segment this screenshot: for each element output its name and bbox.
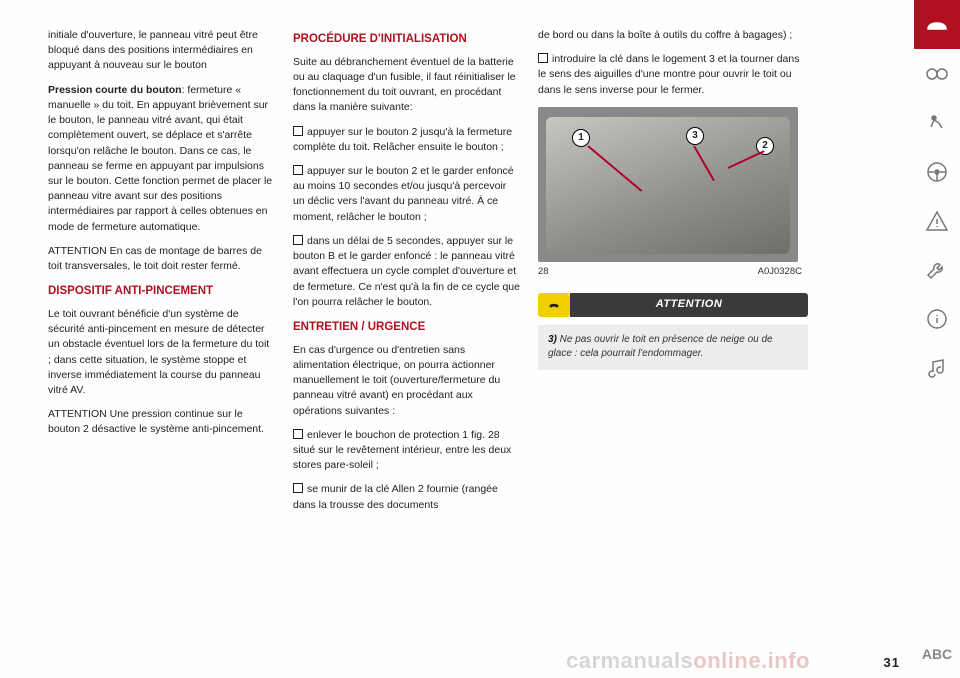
- body-text: de bord ou dans la boîte à outils du cof…: [538, 28, 808, 43]
- side-nav: ABC: [914, 0, 960, 678]
- attention-label: ATTENTION: [570, 293, 808, 317]
- attention-text: Ne pas ouvrir le toit en présence de nei…: [548, 334, 773, 360]
- body-text: En cas d'urgence ou d'entretien sans ali…: [293, 343, 520, 419]
- bullet-item: dans un délai de 5 secondes, appuyer sur…: [293, 234, 520, 310]
- attention-paragraph: ATTENTION Une pression continue sur le b…: [48, 407, 275, 437]
- column-1: initiale d'ouverture, le panneau vitré p…: [48, 28, 293, 658]
- bullet-item: enlever le bouchon de protection 1 fig. …: [293, 428, 520, 474]
- bullet-item: appuyer sur le bouton 2 jusqu'à la ferme…: [293, 125, 520, 155]
- column-2: PROCÉDURE D'INITIALISATION Suite au débr…: [293, 28, 538, 658]
- body-text: Suite au débranchement éventuel de la ba…: [293, 55, 520, 116]
- nav-steering-icon[interactable]: [914, 147, 960, 196]
- section-heading: ENTRETIEN / URGENCE: [293, 319, 520, 336]
- section-heading: DISPOSITIF ANTI-PINCEMENT: [48, 283, 275, 300]
- attention-box: 3) Ne pas ouvrir le toit en présence de …: [538, 325, 808, 370]
- column-3: de bord ou dans la boîte à outils du cof…: [538, 28, 818, 658]
- nav-music-icon[interactable]: [914, 343, 960, 392]
- car-warning-icon: [538, 293, 570, 317]
- page-content: initiale d'ouverture, le panneau vitré p…: [0, 0, 960, 678]
- section-heading: PROCÉDURE D'INITIALISATION: [293, 31, 520, 48]
- figure-28: 1 3 2: [538, 107, 798, 262]
- nav-vehicle-icon[interactable]: [914, 0, 960, 49]
- body-text: initiale d'ouverture, le panneau vitré p…: [48, 28, 275, 74]
- callout-1: 1: [572, 129, 590, 147]
- nav-info-icon[interactable]: [914, 294, 960, 343]
- watermark-text: carmanuals: [566, 648, 693, 673]
- attention-paragraph: ATTENTION En cas de montage de barres de…: [48, 244, 275, 274]
- body-text: : fermeture « manuelle » du toit. En app…: [48, 84, 272, 233]
- bullet-item: se munir de la clé Allen 2 fournie (rang…: [293, 482, 520, 512]
- nav-index-abc[interactable]: ABC: [914, 629, 960, 678]
- figure-code: A0J0328C: [758, 265, 802, 279]
- attention-header: ATTENTION: [538, 293, 808, 317]
- figure-number: 28: [538, 265, 549, 279]
- bullet-item: introduire la clé dans le logement 3 et …: [538, 52, 808, 98]
- nav-warning-icon[interactable]: [914, 196, 960, 245]
- body-text: Pression courte du bouton: fermeture « m…: [48, 83, 275, 235]
- bold-label: Pression courte du bouton: [48, 84, 182, 96]
- watermark-text: online.info: [693, 648, 810, 673]
- bullet-item: appuyer sur le bouton 2 et le garder enf…: [293, 164, 520, 225]
- nav-dashboard-icon[interactable]: [914, 49, 960, 98]
- page-number: 31: [884, 655, 900, 670]
- nav-wrench-icon[interactable]: [914, 245, 960, 294]
- body-text: Le toit ouvrant bénéficie d'un système d…: [48, 307, 275, 398]
- attention-number: 3): [548, 334, 557, 345]
- watermark: carmanualsonline.info: [566, 648, 810, 674]
- nav-airbag-icon[interactable]: [914, 98, 960, 147]
- figure-caption: 28 A0J0328C: [538, 265, 808, 279]
- callout-3: 3: [686, 127, 704, 145]
